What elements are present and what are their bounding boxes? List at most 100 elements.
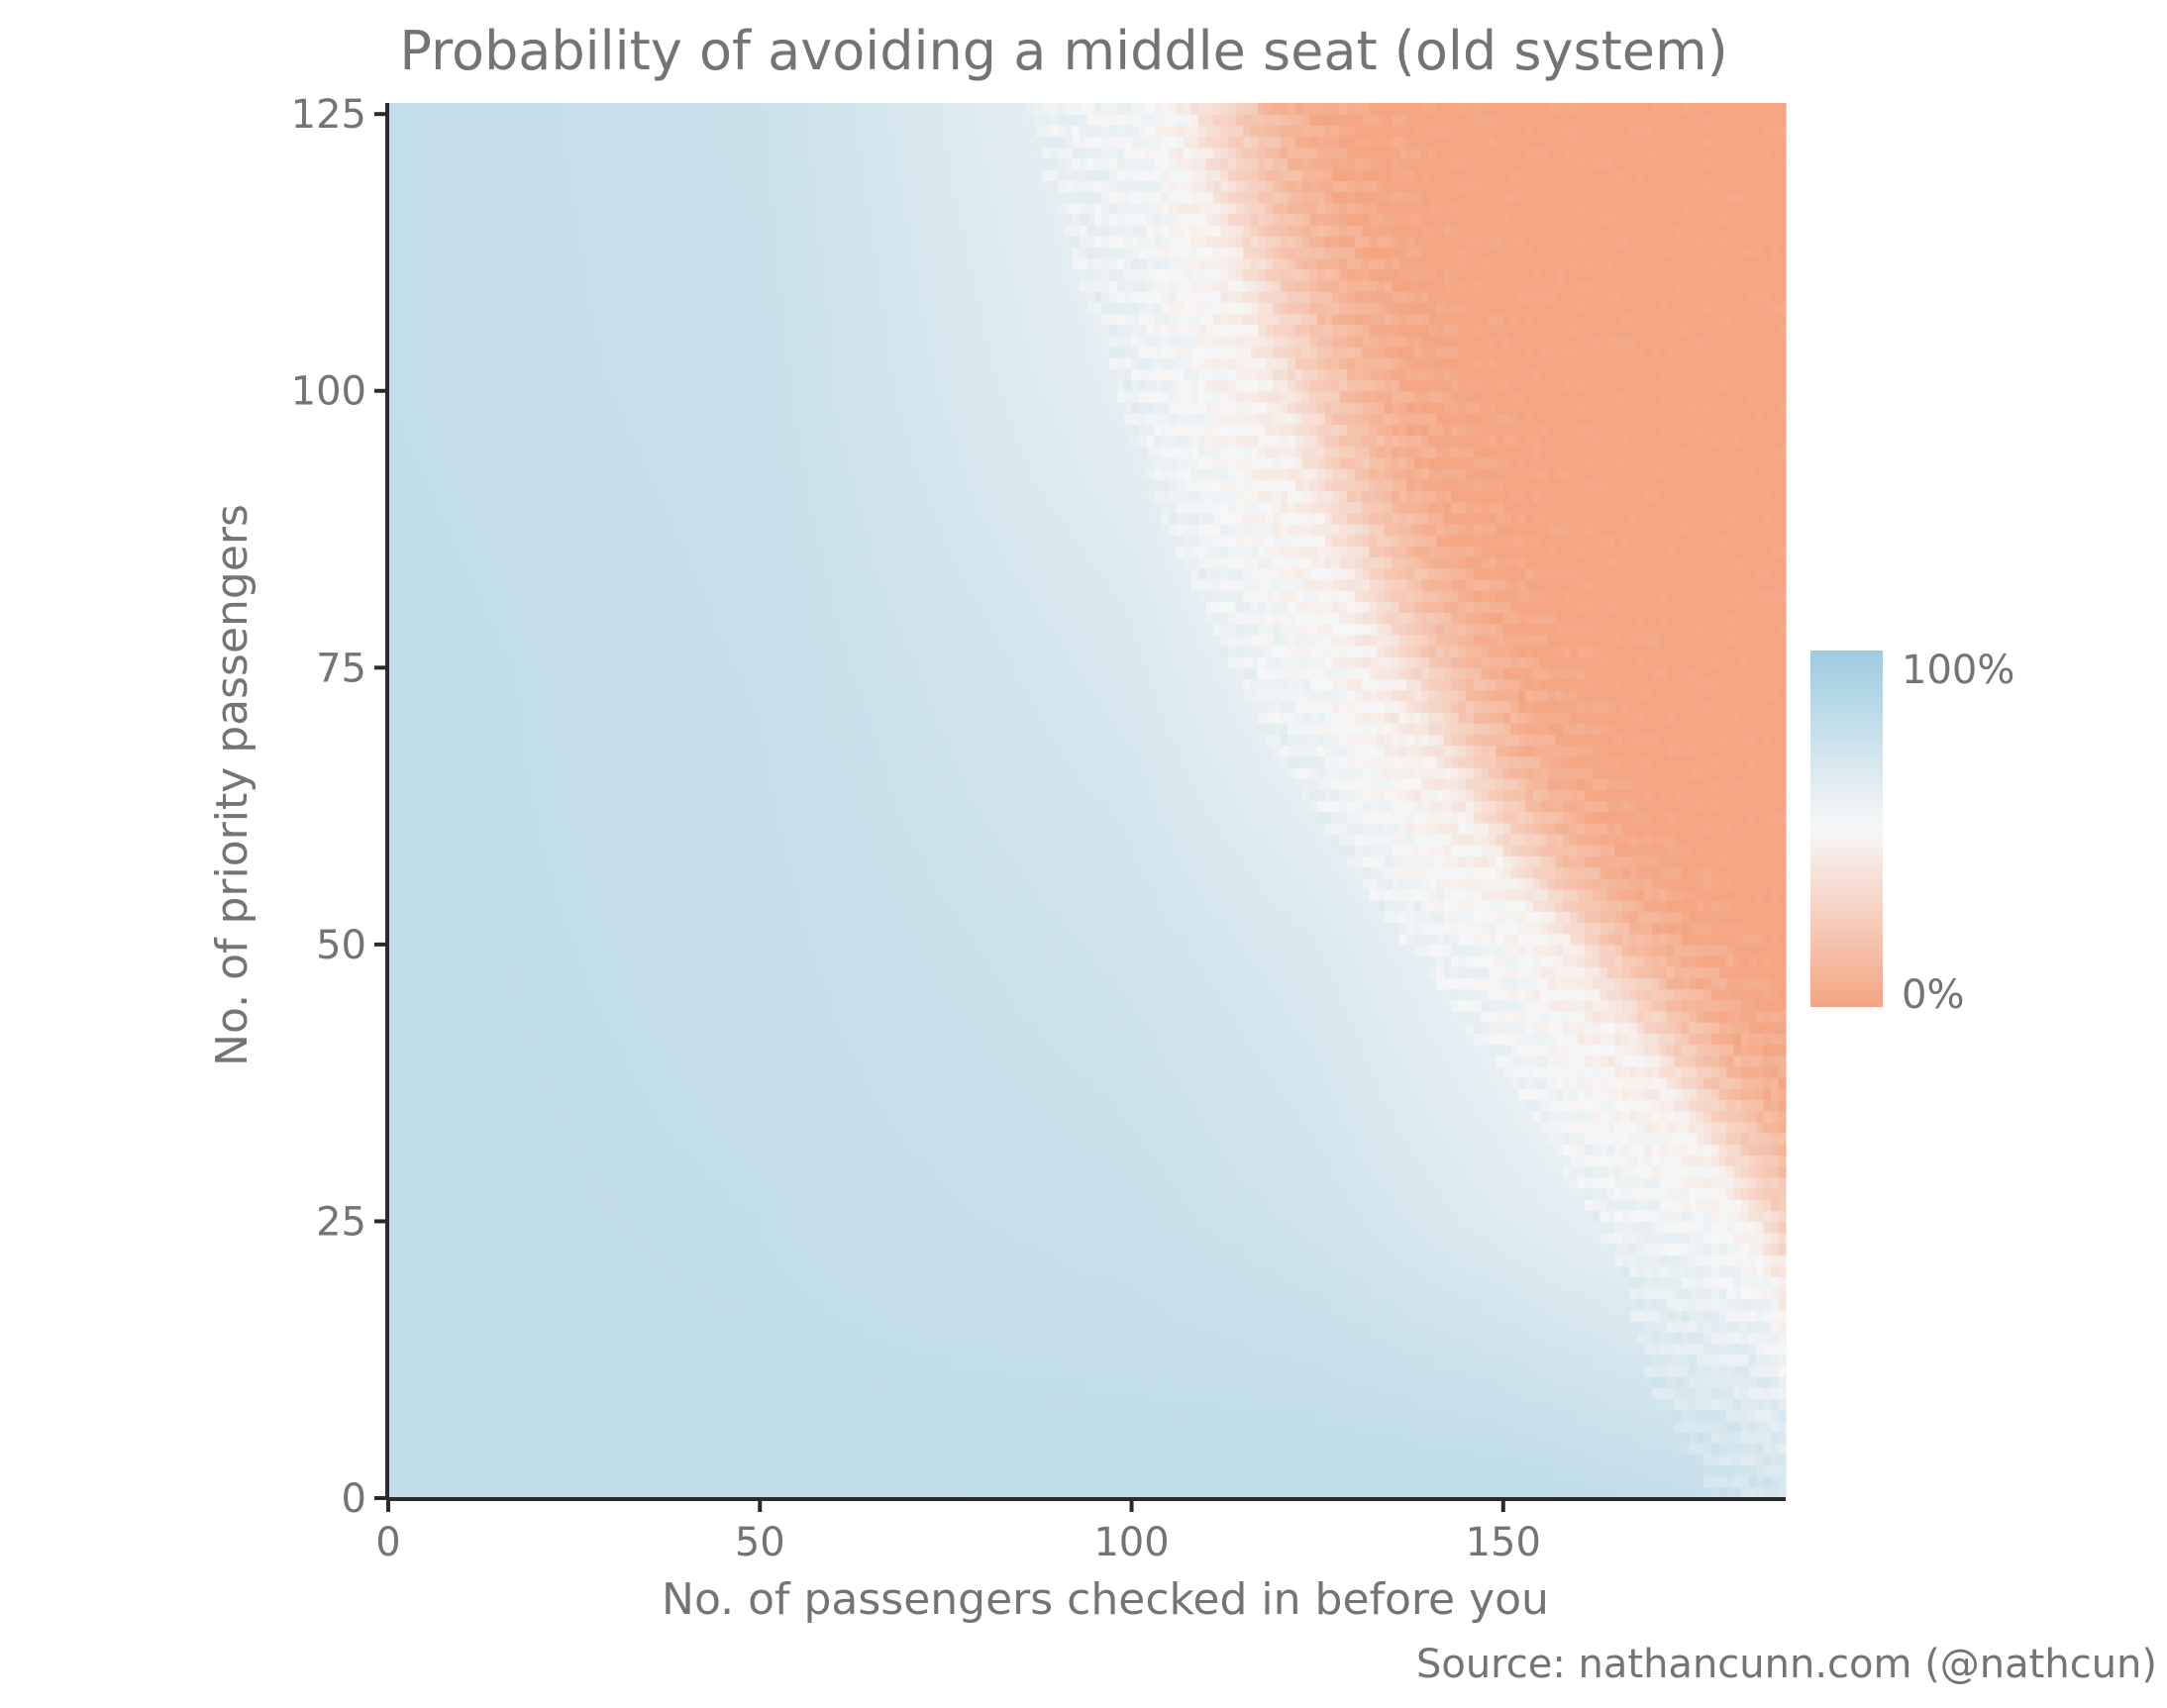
heatmap-cell	[1012, 1387, 1020, 1399]
heatmap-cell	[1578, 1376, 1586, 1388]
heatmap-cell	[1697, 1387, 1704, 1399]
heatmap-cell	[1711, 1310, 1719, 1322]
heatmap-cell	[626, 1299, 634, 1311]
heatmap-cell	[708, 1299, 716, 1311]
heatmap-cell	[1718, 1355, 1726, 1366]
heatmap-cell	[1102, 1464, 1110, 1476]
heatmap-cell	[1496, 1321, 1503, 1333]
heatmap-cell	[1147, 1464, 1155, 1476]
heatmap-cell	[1302, 1487, 1310, 1499]
heatmap-cell	[1132, 1288, 1140, 1300]
heatmap-cell	[626, 1376, 634, 1388]
heatmap-cell	[388, 1398, 396, 1410]
heatmap-cell	[604, 1410, 612, 1422]
heatmap-cell	[596, 1398, 604, 1410]
heatmap-cell	[1154, 1376, 1162, 1388]
heatmap-cell	[1718, 1410, 1726, 1422]
heatmap-cell	[1221, 1210, 1229, 1222]
heatmap-cell	[1273, 1310, 1281, 1322]
heatmap-cell	[1050, 1255, 1058, 1266]
heatmap-cell	[1444, 1421, 1452, 1433]
heatmap-cell	[1406, 1265, 1414, 1277]
heatmap-cell	[923, 1221, 931, 1233]
heatmap-cell	[1489, 1221, 1496, 1233]
heatmap-cell	[545, 1332, 553, 1344]
heatmap-cell	[1578, 1464, 1586, 1476]
heatmap-cell	[1429, 1255, 1437, 1266]
heatmap-cell	[1652, 1432, 1660, 1444]
heatmap-cell	[1266, 1432, 1274, 1444]
heatmap-cell	[1154, 1476, 1162, 1488]
heatmap-cell	[782, 1432, 790, 1444]
heatmap-cell	[730, 1376, 738, 1388]
heatmap-cell	[1251, 1265, 1259, 1277]
heatmap-cell	[789, 1244, 797, 1256]
heatmap-cell	[782, 1476, 790, 1488]
heatmap-cell	[901, 1299, 909, 1311]
heatmap-cell	[649, 1487, 657, 1499]
heatmap-cell	[1080, 1321, 1087, 1333]
heatmap-cell	[1652, 1487, 1660, 1499]
heatmap-cell	[1548, 1376, 1556, 1388]
heatmap-cell	[1027, 1210, 1035, 1222]
heatmap-cell	[1748, 1233, 1756, 1245]
heatmap-cell	[1518, 1233, 1526, 1245]
heatmap-cell	[1154, 1432, 1162, 1444]
heatmap-cell	[1266, 1310, 1274, 1322]
heatmap-cell	[1094, 1244, 1102, 1256]
heatmap-cell	[1510, 1299, 1518, 1311]
heatmap-cell	[1177, 1487, 1185, 1499]
heatmap-cell	[1288, 1299, 1295, 1311]
heatmap-cell	[1607, 1365, 1615, 1377]
heatmap-cell	[1474, 1255, 1482, 1266]
heatmap-cell	[1147, 1421, 1155, 1433]
heatmap-cell	[789, 1355, 797, 1366]
heatmap-cell	[782, 1310, 790, 1322]
heatmap-cell	[738, 1454, 746, 1465]
heatmap-cell	[463, 1276, 470, 1288]
heatmap-cell	[581, 1265, 589, 1277]
heatmap-cell	[1726, 1288, 1734, 1300]
heatmap-cell	[626, 1276, 634, 1288]
heatmap-cell	[1510, 1432, 1518, 1444]
heatmap-cell	[1243, 1355, 1251, 1366]
heatmap-cell	[789, 1432, 797, 1444]
heatmap-cell	[1674, 1410, 1682, 1422]
heatmap-cell	[1005, 1210, 1013, 1222]
heatmap-cell	[842, 1410, 850, 1422]
heatmap-cell	[560, 1487, 568, 1499]
heatmap-cell	[1109, 1233, 1117, 1245]
heatmap-cell	[1012, 1343, 1020, 1355]
heatmap-cell	[1756, 1332, 1764, 1344]
heatmap-cell	[396, 1288, 404, 1300]
heatmap-cell	[1310, 1487, 1318, 1499]
heatmap-cell	[1020, 1233, 1028, 1245]
heatmap-cell	[1332, 1244, 1340, 1256]
heatmap-cell	[1288, 1387, 1295, 1399]
heatmap-cell	[634, 1255, 642, 1266]
heatmap-cell	[1474, 1464, 1482, 1476]
heatmap-cell	[1518, 1332, 1526, 1344]
heatmap-cell	[1102, 1410, 1110, 1422]
heatmap-cell	[463, 1288, 470, 1300]
heatmap-cell	[789, 1464, 797, 1476]
heatmap-cell	[1302, 1443, 1310, 1455]
heatmap-cell	[961, 1464, 969, 1476]
heatmap-cell	[1377, 1221, 1385, 1233]
heatmap-cell	[1087, 1464, 1095, 1476]
heatmap-cell	[1132, 1299, 1140, 1311]
heatmap-cell	[1035, 1432, 1043, 1444]
heatmap-cell	[1503, 1398, 1511, 1410]
heatmap-cell	[1474, 1332, 1482, 1344]
heatmap-cell	[1035, 1244, 1043, 1256]
heatmap-cell	[804, 1288, 812, 1300]
heatmap-cell	[396, 1276, 404, 1288]
heatmap-cell	[789, 1276, 797, 1288]
heatmap-cell	[552, 1276, 560, 1288]
heatmap-cell	[908, 1421, 916, 1433]
heatmap-cell	[931, 1443, 939, 1455]
heatmap-cell	[433, 1321, 441, 1333]
heatmap-cell	[1355, 1233, 1363, 1245]
heatmap-cell	[1191, 1332, 1199, 1344]
heatmap-cell	[1005, 1244, 1013, 1256]
